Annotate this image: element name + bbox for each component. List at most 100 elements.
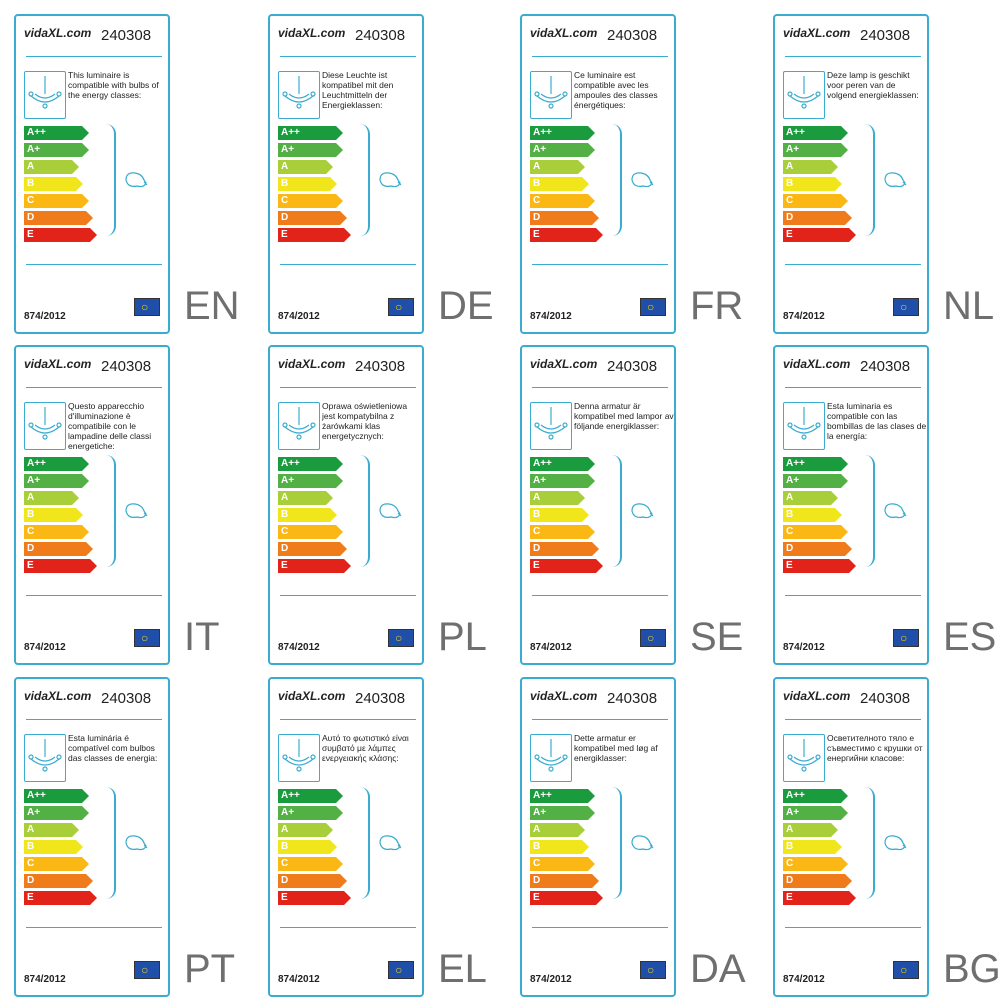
brand-logo: vidaXL.com bbox=[278, 26, 346, 40]
divider bbox=[26, 719, 162, 720]
language-code: EL bbox=[438, 947, 487, 991]
eu-flag-icon bbox=[134, 629, 160, 647]
energy-class-bar: A+ bbox=[530, 474, 595, 488]
energy-class-bar: C bbox=[24, 857, 89, 871]
energy-class-bar: D bbox=[278, 211, 347, 225]
bulb-icon bbox=[122, 170, 148, 197]
compatibility-text: Denna armatur är kompatibel med lampor a… bbox=[574, 401, 674, 431]
product-code: 240308 bbox=[860, 690, 911, 707]
divider bbox=[532, 595, 668, 596]
compatibility-text: Esta luminaria es compatible con las bom… bbox=[827, 401, 927, 441]
energy-class-bar: D bbox=[530, 211, 599, 225]
chandelier-icon bbox=[783, 734, 825, 782]
energy-label-card: vidaXL.com 240308 Осветителното тяло е съв… bbox=[773, 677, 929, 997]
energy-class-bar: A++ bbox=[24, 789, 89, 803]
divider bbox=[532, 387, 668, 388]
energy-class-bar: A++ bbox=[783, 457, 848, 471]
product-code: 240308 bbox=[355, 27, 406, 44]
energy-class-bar: A+ bbox=[278, 143, 343, 157]
compatibility-text: Ce luminaire est compatible avec les amp… bbox=[574, 70, 658, 110]
energy-class-bar: A bbox=[278, 160, 333, 174]
chandelier-icon bbox=[278, 734, 320, 782]
language-code: NL bbox=[943, 284, 995, 328]
product-code: 240308 bbox=[101, 27, 152, 44]
brand-logo: vidaXL.com bbox=[783, 357, 851, 371]
energy-label-card: vidaXL.com 240308 Dette armatur er kompati… bbox=[520, 677, 676, 997]
energy-class-bar: A++ bbox=[783, 126, 848, 140]
regulation-number: 874/2012 bbox=[783, 642, 825, 653]
energy-class-bar: A bbox=[278, 491, 333, 505]
compatibility-text: Deze lamp is geschikt voor peren van de … bbox=[827, 70, 919, 100]
eu-flag-icon bbox=[640, 298, 666, 316]
energy-class-scale: A++ A+ A B C D E bbox=[278, 126, 351, 245]
energy-class-bar: C bbox=[278, 857, 343, 871]
divider bbox=[26, 595, 162, 596]
chandelier-icon bbox=[278, 71, 320, 119]
language-code: FR bbox=[690, 284, 744, 328]
eu-flag-icon bbox=[893, 629, 919, 647]
energy-class-scale: A++ A+ A B C D E bbox=[278, 457, 351, 576]
compatibility-text: Questo apparecchio d'illuminazione è com… bbox=[68, 401, 152, 451]
compatibility-text: This luminaire is compatible with bulbs … bbox=[68, 70, 159, 100]
bulb-icon bbox=[881, 833, 907, 860]
bracket-icon bbox=[865, 787, 875, 899]
bulb-icon bbox=[376, 833, 402, 860]
energy-class-scale: A++ A+ A B C D E bbox=[783, 789, 856, 908]
regulation-number: 874/2012 bbox=[24, 311, 66, 322]
energy-class-bar: C bbox=[278, 525, 343, 539]
product-code: 240308 bbox=[101, 690, 152, 707]
energy-class-bar: B bbox=[530, 508, 589, 522]
energy-class-bar: B bbox=[278, 840, 337, 854]
divider bbox=[280, 927, 416, 928]
energy-class-scale: A++ A+ A B C D E bbox=[530, 789, 603, 908]
regulation-number: 874/2012 bbox=[24, 974, 66, 985]
energy-class-bar: C bbox=[530, 857, 595, 871]
energy-class-bar: C bbox=[530, 194, 595, 208]
product-code: 240308 bbox=[355, 358, 406, 375]
language-code: DA bbox=[690, 947, 746, 991]
energy-class-bar: A bbox=[278, 823, 333, 837]
compatibility-text: Осветителното тяло е съвместимо с крушки… bbox=[827, 733, 923, 763]
compatibility-text: Esta luminária é compatível com bulbos d… bbox=[68, 733, 158, 763]
energy-class-bar: A++ bbox=[278, 126, 343, 140]
language-code: SE bbox=[690, 615, 744, 659]
energy-class-bar: B bbox=[24, 508, 83, 522]
energy-class-bar: A++ bbox=[24, 126, 89, 140]
energy-class-scale: A++ A+ A B C D E bbox=[783, 126, 856, 245]
brand-logo: vidaXL.com bbox=[278, 689, 346, 703]
eu-flag-icon bbox=[134, 961, 160, 979]
brand-logo: vidaXL.com bbox=[530, 357, 598, 371]
bracket-icon bbox=[865, 124, 875, 236]
energy-class-bar: C bbox=[783, 194, 848, 208]
eu-flag-icon bbox=[388, 629, 414, 647]
energy-class-bar: A++ bbox=[530, 457, 595, 471]
energy-class-bar: B bbox=[783, 508, 842, 522]
energy-class-bar: B bbox=[783, 840, 842, 854]
energy-class-bar: E bbox=[278, 891, 351, 905]
energy-label-card: vidaXL.com 240308 This luminaire is compat… bbox=[14, 14, 170, 334]
regulation-number: 874/2012 bbox=[530, 642, 572, 653]
energy-class-bar: D bbox=[783, 874, 852, 888]
regulation-number: 874/2012 bbox=[24, 642, 66, 653]
product-code: 240308 bbox=[860, 358, 911, 375]
divider bbox=[280, 595, 416, 596]
divider bbox=[280, 719, 416, 720]
divider bbox=[280, 264, 416, 265]
energy-class-bar: B bbox=[278, 508, 337, 522]
energy-class-bar: D bbox=[530, 874, 599, 888]
chandelier-icon bbox=[530, 71, 572, 119]
language-code: IT bbox=[184, 615, 220, 659]
bulb-icon bbox=[122, 501, 148, 528]
brand-logo: vidaXL.com bbox=[24, 26, 92, 40]
energy-class-bar: C bbox=[783, 525, 848, 539]
eu-flag-icon bbox=[388, 961, 414, 979]
bulb-icon bbox=[376, 501, 402, 528]
divider bbox=[785, 387, 921, 388]
bulb-icon bbox=[628, 833, 654, 860]
energy-label-card: vidaXL.com 240308 Αυτό το φωτιστικό είναι … bbox=[268, 677, 424, 997]
energy-class-bar: D bbox=[278, 542, 347, 556]
divider bbox=[26, 387, 162, 388]
energy-class-scale: A++ A+ A B C D E bbox=[530, 126, 603, 245]
energy-class-bar: A bbox=[24, 491, 79, 505]
energy-class-bar: E bbox=[530, 228, 603, 242]
